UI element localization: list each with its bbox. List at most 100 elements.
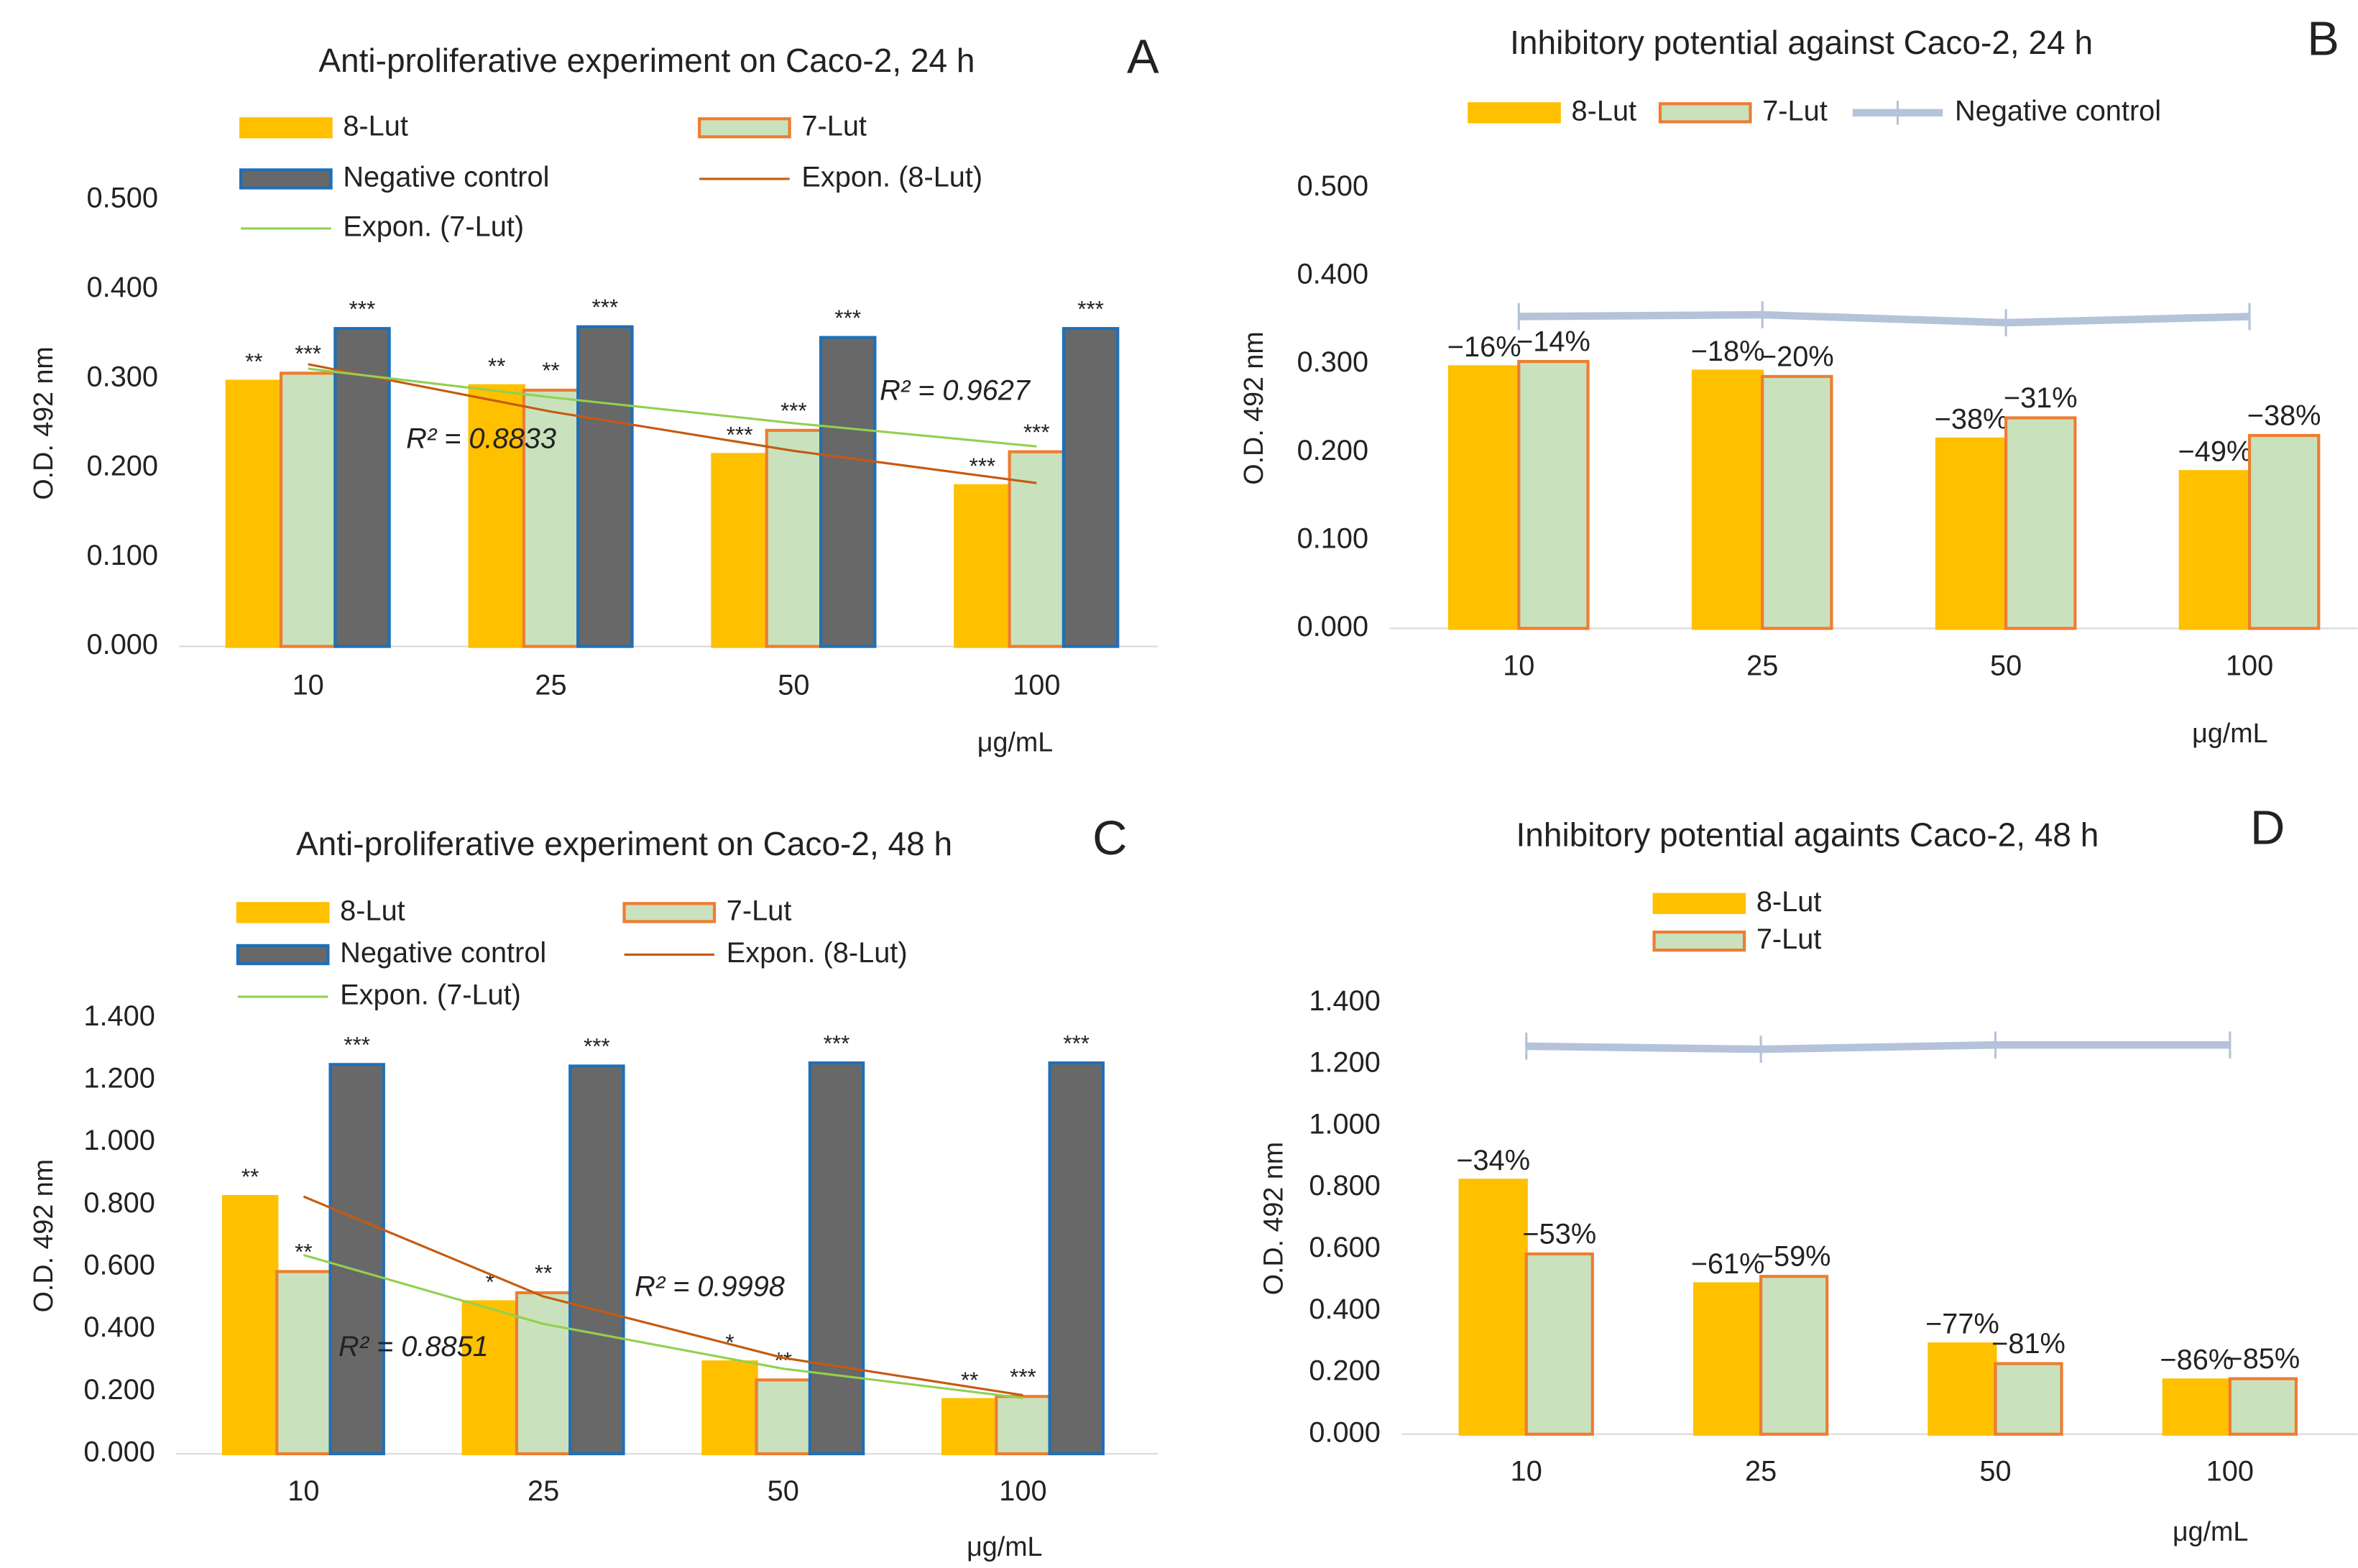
x-tick-label: 10 [1503, 650, 1534, 681]
y-tick-label: 1.200 [83, 1062, 155, 1094]
panel-letter: A [1127, 29, 1159, 83]
r-squared: R² = 0.8833 [406, 423, 556, 454]
legend-label: 7-Lut [1762, 95, 1828, 126]
data-label: * [725, 1329, 734, 1355]
y-axis-label: O.D. 492 nm [28, 346, 58, 499]
bar [1994, 1362, 2063, 1436]
y-tick-label: 0.800 [1309, 1170, 1380, 1202]
legend-label: Negative control [343, 161, 549, 193]
data-label: ** [488, 354, 505, 379]
legend-label: 7-Lut [1756, 923, 1822, 955]
y-axis-label: O.D. 492 nm [1258, 1142, 1288, 1295]
bar [576, 325, 634, 648]
trendline [303, 1254, 1023, 1399]
bar [2004, 416, 2077, 630]
r-squared: R² = 0.9998 [635, 1270, 785, 1302]
legend-swatch [239, 117, 333, 139]
legend-label: 8-Lut [1572, 95, 1637, 126]
y-tick-label: 1.000 [1309, 1108, 1380, 1140]
bar [701, 1360, 758, 1456]
data-label: ** [245, 349, 262, 374]
data-label: −16% [1447, 331, 1521, 363]
legend-label: Expon. (8-Lut) [727, 937, 908, 969]
data-label: *** [1023, 420, 1050, 445]
legend-label: Expon. (7-Lut) [340, 979, 521, 1011]
bar [2228, 1377, 2298, 1436]
bar [755, 1378, 811, 1456]
data-label: −20% [1760, 341, 1834, 372]
x-tick-label: 100 [1013, 670, 1060, 701]
x-axis-label: μg/mL [977, 727, 1053, 757]
control-line [1526, 1041, 2230, 1053]
legend-swatch [1652, 893, 1746, 914]
y-axis-label: O.D. 492 nm [1238, 331, 1268, 484]
trendline [303, 1195, 1023, 1397]
legend-swatch [236, 944, 330, 966]
legend-swatch [698, 117, 791, 139]
legend-label: 7-Lut [727, 895, 792, 926]
x-axis-label: μg/mL [967, 1531, 1042, 1562]
panel-letter: C [1092, 811, 1127, 865]
legend-swatch [1468, 102, 1561, 124]
x-tick-label: 25 [535, 670, 566, 701]
bar [1928, 1342, 1997, 1436]
legend-label: Expon. (8-Lut) [801, 161, 982, 193]
bar [2178, 470, 2252, 630]
bar [522, 388, 580, 648]
trendline [308, 363, 1037, 484]
bar [225, 379, 283, 648]
legend-label: Expon. (7-Lut) [343, 211, 524, 242]
bar [1517, 359, 1590, 630]
y-tick-label: 0.500 [87, 183, 158, 214]
x-axis-label: μg/mL [2192, 718, 2267, 748]
x-axis-label: μg/mL [2173, 1516, 2248, 1546]
data-label: −14% [1516, 326, 1590, 357]
x-tick-label: 25 [1746, 650, 1778, 681]
data-label: −31% [2004, 382, 2078, 414]
data-label: ** [535, 1260, 552, 1286]
r-squared: R² = 0.9627 [880, 375, 1031, 407]
trendline [308, 367, 1037, 448]
data-label: *** [592, 295, 619, 320]
legend-label: 8-Lut [340, 895, 405, 926]
bar [954, 484, 1011, 648]
bar [1692, 1282, 1763, 1436]
bar [333, 327, 391, 648]
x-tick-label: 50 [778, 670, 809, 701]
y-tick-label: 0.300 [1297, 346, 1368, 378]
legend-swatch [1658, 102, 1752, 124]
x-tick-label: 25 [528, 1475, 559, 1507]
x-tick-label: 10 [293, 670, 324, 701]
panel-letter: B [2307, 11, 2339, 65]
legend-label: 8-Lut [1756, 886, 1822, 918]
data-label: *** [1077, 296, 1104, 321]
bar [279, 372, 337, 648]
legend-label: Negative control [1955, 95, 2161, 126]
y-tick-label: 0.000 [1309, 1416, 1380, 1448]
bar [808, 1061, 865, 1456]
data-label: *** [344, 1033, 370, 1058]
bar [1524, 1252, 1594, 1436]
chart-title: Anti-proliferative experiment on Caco-2,… [296, 825, 952, 862]
chart-title: Inhibitory potential against Caco-2, 24 … [1510, 24, 2093, 61]
data-label: −61% [1691, 1248, 1765, 1280]
data-label: −18% [1691, 336, 1765, 367]
legend-swatch [1652, 930, 1746, 952]
data-label: −77% [1925, 1309, 1999, 1340]
data-label: −53% [1522, 1218, 1596, 1250]
x-tick-label: 100 [2206, 1456, 2254, 1488]
legend-swatch [236, 902, 330, 923]
bar [711, 453, 768, 648]
y-tick-label: 0.000 [1297, 611, 1368, 642]
data-label: −81% [1991, 1328, 2065, 1360]
legend-label: Negative control [340, 937, 546, 969]
y-tick-label: 1.000 [83, 1125, 155, 1156]
y-tick-label: 0.500 [1297, 170, 1368, 202]
chart-title: Inhibitory potential againts Caco-2, 48 … [1516, 816, 2099, 853]
y-tick-label: 1.400 [83, 1000, 155, 1032]
y-tick-label: 0.100 [1297, 522, 1368, 554]
data-label: −38% [1935, 403, 2009, 435]
data-label: *** [349, 296, 376, 321]
